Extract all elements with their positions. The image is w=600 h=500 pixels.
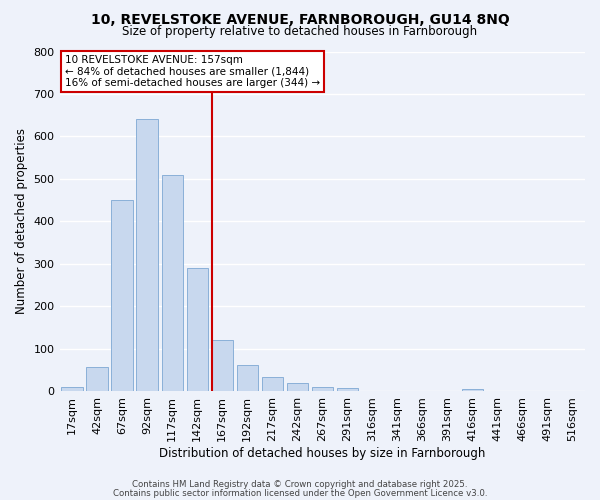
Bar — [187, 268, 208, 392]
Text: Size of property relative to detached houses in Farnborough: Size of property relative to detached ho… — [122, 25, 478, 38]
Bar — [112, 200, 133, 392]
Bar — [311, 387, 333, 392]
Bar — [136, 120, 158, 392]
Bar — [61, 387, 83, 392]
Bar — [287, 383, 308, 392]
Text: Contains HM Land Registry data © Crown copyright and database right 2025.: Contains HM Land Registry data © Crown c… — [132, 480, 468, 489]
Text: 10 REVELSTOKE AVENUE: 157sqm
← 84% of detached houses are smaller (1,844)
16% of: 10 REVELSTOKE AVENUE: 157sqm ← 84% of de… — [65, 55, 320, 88]
Bar — [262, 376, 283, 392]
Text: 10, REVELSTOKE AVENUE, FARNBOROUGH, GU14 8NQ: 10, REVELSTOKE AVENUE, FARNBOROUGH, GU14… — [91, 12, 509, 26]
Y-axis label: Number of detached properties: Number of detached properties — [15, 128, 28, 314]
Bar — [236, 364, 258, 392]
Text: Contains public sector information licensed under the Open Government Licence v3: Contains public sector information licen… — [113, 488, 487, 498]
Bar — [86, 367, 108, 392]
Bar — [212, 340, 233, 392]
Bar — [161, 174, 183, 392]
X-axis label: Distribution of detached houses by size in Farnborough: Distribution of detached houses by size … — [159, 447, 485, 460]
Bar — [337, 388, 358, 392]
Bar — [462, 390, 483, 392]
